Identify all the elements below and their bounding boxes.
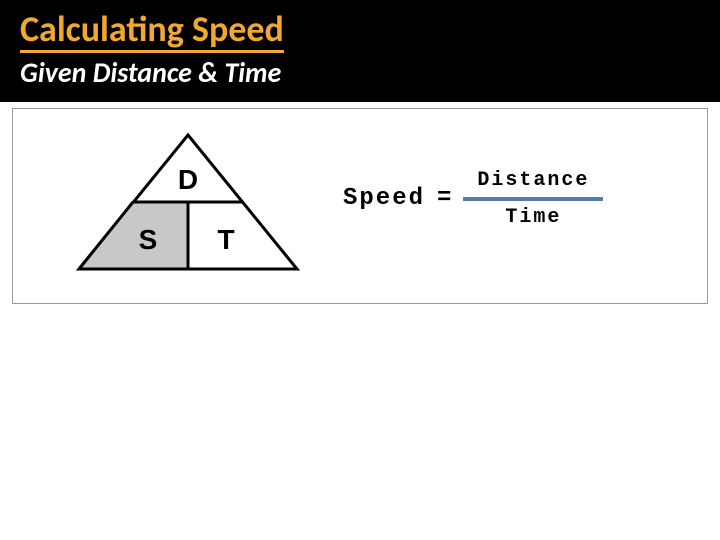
- triangle-d-label: D: [178, 164, 198, 195]
- formula-fraction: Distance Time: [463, 169, 603, 229]
- page-subtitle: Given Distance & Time: [20, 55, 700, 90]
- content-panel: D S T Speed = Distance Time: [12, 108, 708, 304]
- formula-numerator: Distance: [477, 169, 589, 194]
- formula-triangle: D S T: [73, 129, 303, 284]
- page-title: Calculating Speed: [20, 10, 284, 53]
- header-bar: Calculating Speed Given Distance & Time: [0, 0, 720, 102]
- triangle-s-label: S: [139, 224, 158, 255]
- formula-lhs: Speed: [343, 185, 425, 212]
- speed-formula: Speed = Distance Time: [343, 169, 603, 229]
- formula-denominator: Time: [505, 206, 561, 229]
- triangle-t-label: T: [217, 224, 234, 255]
- fraction-line: [463, 197, 603, 201]
- formula-equals: =: [437, 185, 451, 212]
